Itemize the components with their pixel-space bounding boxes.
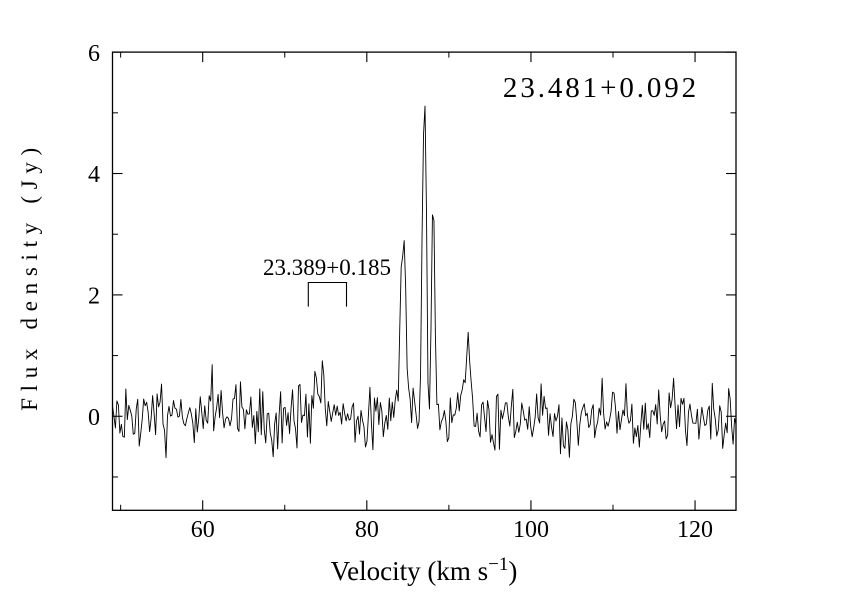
svg-text:100: 100 [513,517,549,543]
svg-text:2: 2 [88,284,100,310]
svg-text:80: 80 [355,517,379,543]
svg-text:4: 4 [88,162,100,188]
svg-text:23.389+0.185: 23.389+0.185 [263,255,391,280]
svg-text:23.481+0.092: 23.481+0.092 [503,72,699,104]
svg-text:0: 0 [88,405,100,431]
svg-text:Velocity (km s−1): Velocity (km s−1) [331,554,518,586]
svg-text:120: 120 [677,517,713,543]
svg-text:Flux density (Jy): Flux density (Jy) [17,141,42,411]
svg-text:6: 6 [88,41,100,67]
svg-text:60: 60 [191,517,215,543]
